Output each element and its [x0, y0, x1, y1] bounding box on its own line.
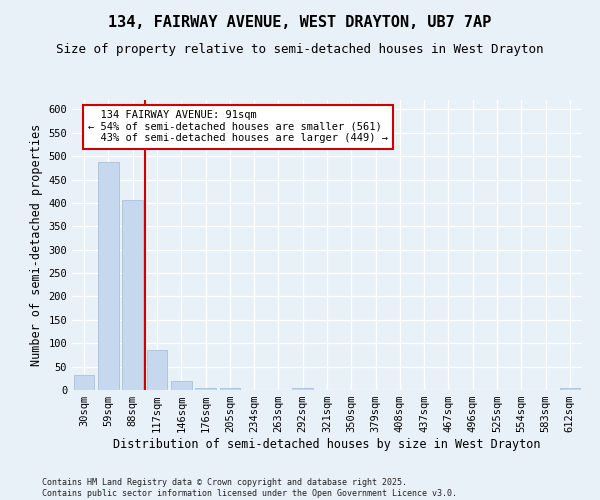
X-axis label: Distribution of semi-detached houses by size in West Drayton: Distribution of semi-detached houses by … [113, 438, 541, 451]
Text: 134 FAIRWAY AVENUE: 91sqm
← 54% of semi-detached houses are smaller (561)
  43% : 134 FAIRWAY AVENUE: 91sqm ← 54% of semi-… [88, 110, 388, 144]
Bar [122, 200, 143, 390]
Text: Contains HM Land Registry data © Crown copyright and database right 2025.
Contai: Contains HM Land Registry data © Crown c… [42, 478, 457, 498]
Bar [74, 374, 94, 390]
Bar [146, 350, 167, 390]
Bar [220, 388, 240, 390]
Bar [171, 380, 191, 390]
Text: 134, FAIRWAY AVENUE, WEST DRAYTON, UB7 7AP: 134, FAIRWAY AVENUE, WEST DRAYTON, UB7 7… [109, 15, 491, 30]
Text: Size of property relative to semi-detached houses in West Drayton: Size of property relative to semi-detach… [56, 42, 544, 56]
Bar [560, 388, 580, 390]
Bar [195, 388, 216, 390]
Bar [292, 388, 313, 390]
Y-axis label: Number of semi-detached properties: Number of semi-detached properties [30, 124, 43, 366]
Bar [98, 162, 119, 390]
